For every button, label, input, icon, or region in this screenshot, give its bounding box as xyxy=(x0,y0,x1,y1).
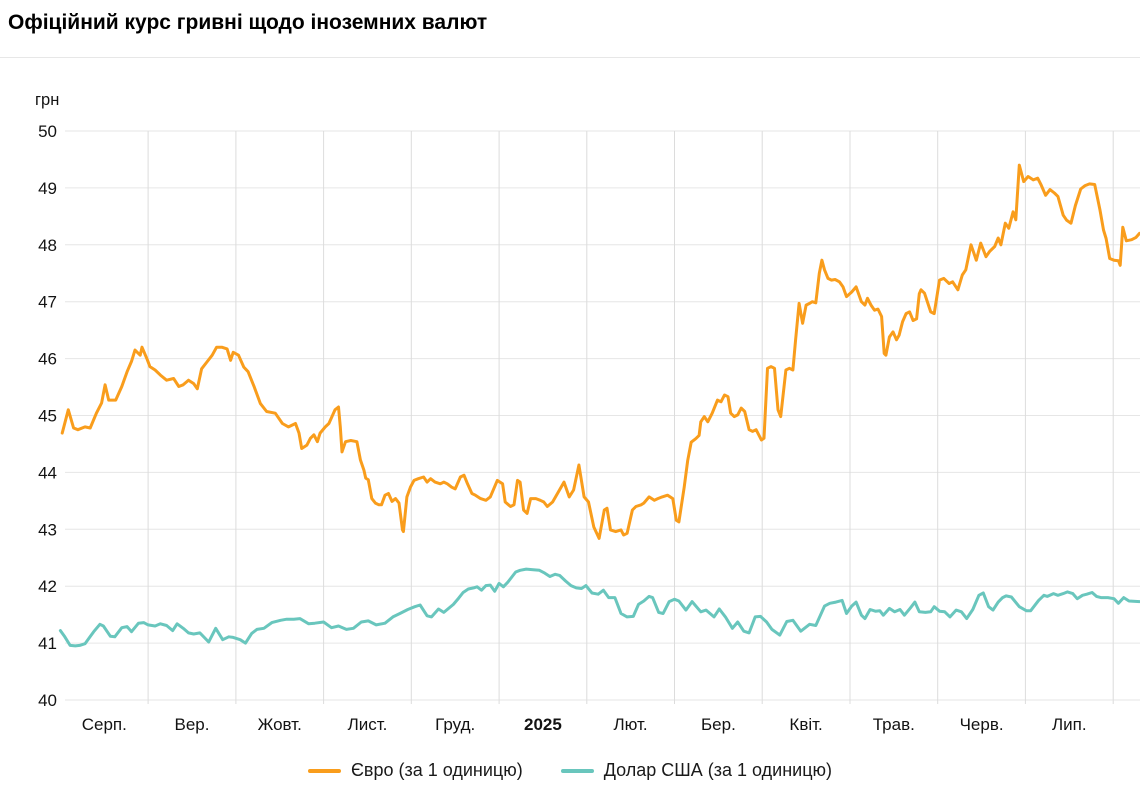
header-divider xyxy=(0,57,1140,58)
x-tick-label: Жовт. xyxy=(258,715,302,734)
x-tick-label: Трав. xyxy=(873,715,915,734)
x-tick-label: Черв. xyxy=(960,715,1004,734)
y-tick-label: 44 xyxy=(38,463,57,482)
x-tick-label: Вер. xyxy=(175,715,210,734)
legend-item-usd[interactable]: Долар США (за 1 одиницю) xyxy=(560,760,833,781)
x-tick-label: Груд. xyxy=(435,715,475,734)
x-tick-label: Лют. xyxy=(614,715,648,734)
usd-line-swatch xyxy=(560,768,594,773)
series-line-euro xyxy=(60,163,1140,540)
x-tick-label: Лист. xyxy=(348,715,388,734)
y-tick-label: 50 xyxy=(38,122,57,141)
x-tick-label: 2025 xyxy=(524,715,562,734)
y-tick-label: 46 xyxy=(38,350,57,369)
exchange-rate-chart: грн 50 49 48 47 46 45 44 43 42 41 40 Серп. Вер. Жовт. Л… xyxy=(35,91,1140,734)
series-line-usd xyxy=(58,567,1140,648)
y-axis-unit-label: грн xyxy=(35,91,59,109)
legend-label-euro: Євро (за 1 одиницю) xyxy=(350,760,523,780)
y-tick-label: 43 xyxy=(38,520,57,539)
y-tick-label: 42 xyxy=(38,577,57,596)
legend-item-euro[interactable]: Євро (за 1 одиницю) xyxy=(307,760,523,781)
y-tick-label: 48 xyxy=(38,236,57,255)
chart-legend: Євро (за 1 одиницю) Долар США (за 1 один… xyxy=(0,760,1140,781)
x-tick-label: Бер. xyxy=(701,715,736,734)
x-tick-label: Лип. xyxy=(1052,715,1087,734)
page-title: Офіційний курс гривні щодо іноземних вал… xyxy=(8,11,488,34)
y-tick-label: 40 xyxy=(38,691,57,710)
y-tick-label: 47 xyxy=(38,293,57,312)
euro-line-swatch xyxy=(307,768,341,773)
x-tick-label: Серп. xyxy=(82,715,127,734)
y-tick-label: 41 xyxy=(38,634,57,653)
legend-label-usd: Долар США (за 1 одиницю) xyxy=(603,760,833,780)
y-tick-label: 45 xyxy=(38,407,57,426)
x-tick-label: Квіт. xyxy=(789,715,822,734)
y-tick-label: 49 xyxy=(38,179,57,198)
